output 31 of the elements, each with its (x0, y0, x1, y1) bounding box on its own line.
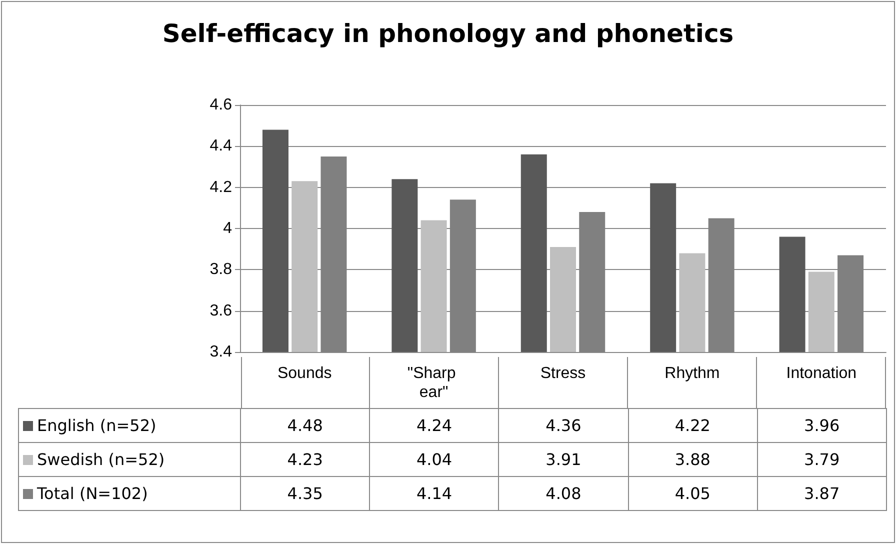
y-tick-label: 3.4 (210, 344, 232, 360)
data-label: 3.91 (498, 442, 628, 476)
y-tick-label: 3.6 (210, 302, 232, 320)
data-label: 4.23 (240, 442, 370, 476)
y-tick-label: 4.6 (210, 96, 232, 114)
chart-title: Self-efficacy in phonology and phonetics (162, 19, 734, 48)
x-tick-label: Rhythm (664, 365, 720, 382)
data-label: 3.88 (628, 442, 758, 476)
legend-label: English (n=52) (18, 408, 240, 442)
data-label: 4.08 (498, 476, 628, 510)
y-tick-label: 4.4 (210, 138, 232, 155)
data-label: 4.22 (628, 408, 758, 442)
data-label: 3.96 (757, 408, 886, 442)
data-label: 4.48 (240, 408, 370, 442)
x-tick-label: Intonation (786, 365, 857, 382)
data-label: 4.35 (240, 476, 370, 510)
x-tick-label: Sounds (277, 365, 332, 382)
data-label: 3.79 (757, 442, 886, 476)
y-tick-label: 4.2 (210, 178, 232, 196)
legend-label: Total (N=102) (18, 476, 240, 510)
x-tick-label: Stress (540, 365, 586, 382)
y-tick-label: 4 (223, 220, 232, 237)
data-label: 4.14 (370, 476, 499, 510)
data-label: 4.24 (370, 408, 499, 442)
data-label: 4.04 (370, 442, 499, 476)
data-label: 4.05 (628, 476, 758, 510)
legend-label: Swedish (n=52) (18, 442, 240, 476)
x-tick-label: "Sharp ear" (407, 365, 460, 401)
data-label: 4.36 (498, 408, 628, 442)
y-tick-label: 3.8 (210, 261, 232, 278)
data-label: 3.87 (757, 476, 886, 510)
